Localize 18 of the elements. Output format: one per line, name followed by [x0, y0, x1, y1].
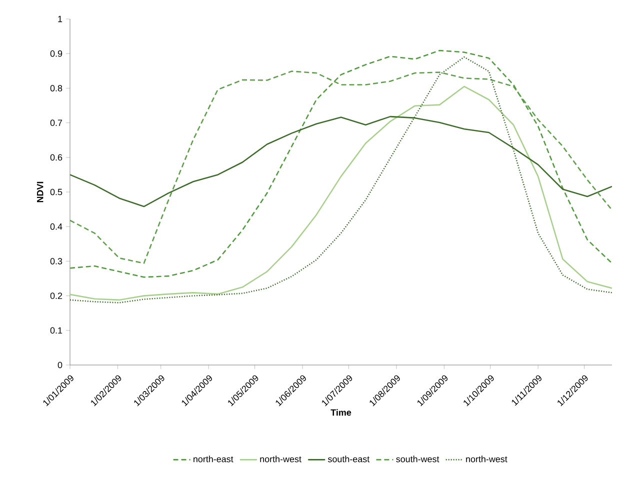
legend-label: south-east — [328, 456, 370, 462]
legend-label: north-east — [194, 456, 234, 462]
y-tick-label: 0.5 — [50, 188, 62, 196]
y-axis-title: NDVI — [37, 182, 44, 202]
x-axis-title: Time — [330, 409, 352, 416]
legend-label: south-west — [396, 456, 440, 462]
y-tick-label: 0.2 — [50, 292, 62, 299]
y-tick-label: 0.9 — [50, 50, 62, 57]
y-tick-label: 0.3 — [50, 258, 62, 264]
y-tick-label: 0.6 — [50, 154, 62, 161]
y-tick-label: 0.7 — [50, 120, 62, 126]
y-tick-label: 0.1 — [50, 327, 62, 334]
y-tick-label: 0.8 — [50, 85, 62, 92]
y-tick-label: 0.4 — [50, 223, 62, 230]
y-tick-label: 1 — [58, 16, 62, 22]
y-tick-label: 0 — [58, 362, 62, 368]
legend-label: north-west — [260, 456, 302, 462]
legend-label: north-west — [466, 456, 508, 462]
